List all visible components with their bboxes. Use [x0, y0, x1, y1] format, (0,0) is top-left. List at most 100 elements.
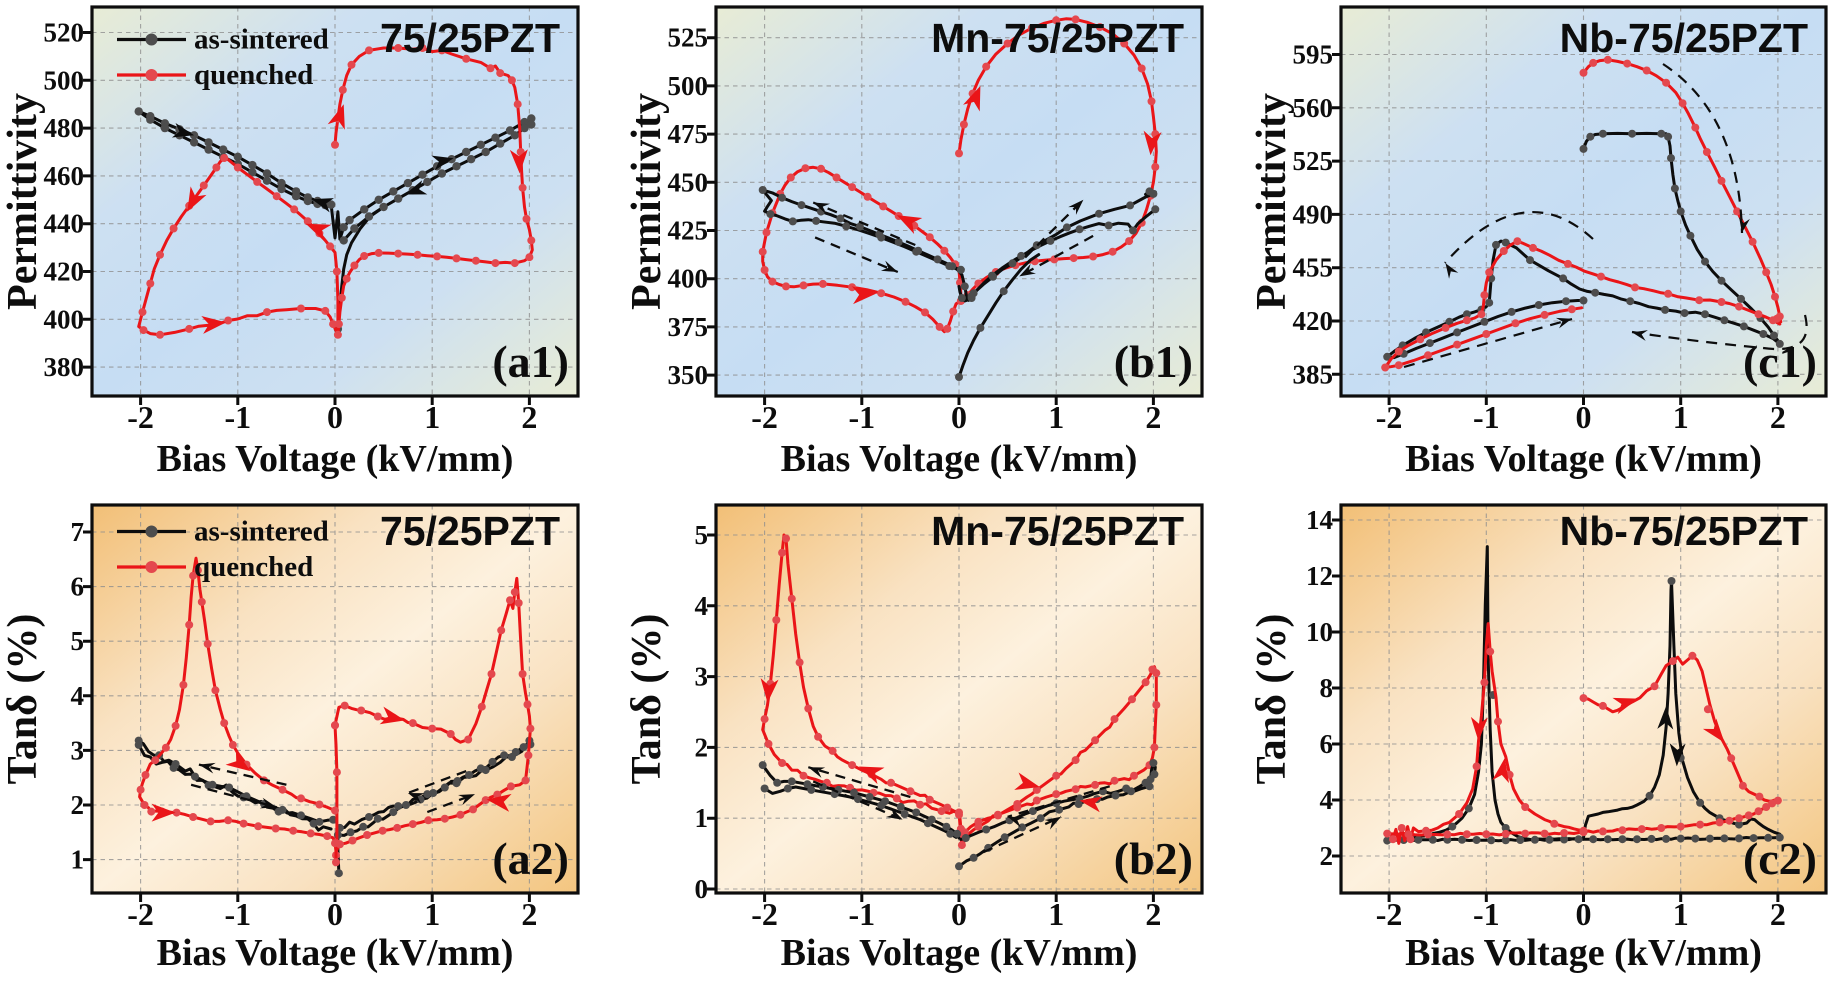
svg-text:Permittivity: Permittivity — [1249, 93, 1295, 310]
svg-text:-1: -1 — [848, 399, 875, 435]
svg-text:0: 0 — [327, 399, 343, 435]
svg-text:595: 595 — [1293, 40, 1334, 70]
svg-text:350: 350 — [668, 360, 709, 390]
svg-text:2: 2 — [521, 399, 537, 435]
svg-text:560: 560 — [1293, 93, 1334, 123]
svg-text:375: 375 — [668, 312, 709, 342]
svg-text:Tanδ (%): Tanδ (%) — [0, 614, 46, 785]
svg-text:2: 2 — [1770, 896, 1786, 932]
svg-text:4: 4 — [695, 591, 709, 621]
svg-text:0: 0 — [327, 896, 343, 932]
svg-text:425: 425 — [668, 216, 709, 246]
svg-text:14: 14 — [1306, 505, 1333, 535]
svg-text:1: 1 — [424, 896, 440, 932]
svg-text:8: 8 — [1320, 673, 1334, 703]
svg-text:400: 400 — [44, 304, 85, 334]
svg-text:0: 0 — [951, 896, 967, 932]
svg-text:380: 380 — [44, 352, 85, 382]
svg-text:480: 480 — [44, 113, 85, 143]
svg-text:1: 1 — [1048, 399, 1064, 435]
svg-text:12: 12 — [1306, 561, 1333, 591]
svg-text:Nb-75/25PZT: Nb-75/25PZT — [1560, 508, 1808, 554]
svg-text:as-sintered: as-sintered — [194, 24, 329, 56]
svg-text:520: 520 — [44, 18, 85, 48]
svg-text:450: 450 — [668, 167, 709, 197]
svg-text:-2: -2 — [751, 896, 778, 932]
svg-text:-1: -1 — [224, 896, 251, 932]
svg-text:1: 1 — [424, 399, 440, 435]
svg-text:Bias Voltage (kV/mm): Bias Voltage (kV/mm) — [157, 438, 514, 480]
svg-text:Tanδ (%): Tanδ (%) — [1249, 614, 1295, 785]
svg-text:6: 6 — [1320, 729, 1334, 759]
svg-text:5: 5 — [695, 520, 709, 550]
svg-text:500: 500 — [668, 71, 709, 101]
svg-text:Bias Voltage (kV/mm): Bias Voltage (kV/mm) — [781, 932, 1138, 974]
svg-text:6: 6 — [71, 572, 85, 602]
svg-text:4: 4 — [71, 681, 85, 711]
svg-text:-1: -1 — [224, 399, 251, 435]
svg-text:525: 525 — [1293, 146, 1334, 176]
svg-text:75/25PZT: 75/25PZT — [380, 508, 560, 554]
svg-text:(c2): (c2) — [1743, 833, 1817, 884]
svg-text:-2: -2 — [127, 399, 154, 435]
svg-text:-2: -2 — [127, 896, 154, 932]
svg-text:quenched: quenched — [194, 551, 313, 583]
svg-text:1: 1 — [1673, 399, 1689, 435]
svg-text:2: 2 — [1320, 841, 1334, 871]
svg-text:3: 3 — [71, 735, 85, 765]
svg-text:Tanδ (%): Tanδ (%) — [624, 614, 670, 785]
svg-text:2: 2 — [71, 790, 85, 820]
svg-text:(c1): (c1) — [1743, 336, 1817, 387]
svg-text:Permittivity: Permittivity — [624, 93, 670, 310]
svg-text:5: 5 — [71, 626, 85, 656]
svg-text:3: 3 — [695, 662, 709, 692]
svg-text:(a1): (a1) — [492, 336, 569, 387]
svg-text:as-sintered: as-sintered — [194, 516, 329, 548]
svg-text:-2: -2 — [751, 399, 778, 435]
svg-text:420: 420 — [1293, 306, 1334, 336]
svg-text:(b1): (b1) — [1114, 336, 1193, 387]
svg-text:(a2): (a2) — [492, 833, 569, 884]
svg-text:1: 1 — [695, 803, 709, 833]
svg-text:Bias Voltage (kV/mm): Bias Voltage (kV/mm) — [1405, 438, 1762, 480]
svg-text:Nb-75/25PZT: Nb-75/25PZT — [1560, 15, 1808, 61]
svg-text:0: 0 — [1576, 896, 1592, 932]
svg-text:2: 2 — [1145, 399, 1161, 435]
svg-text:2: 2 — [521, 896, 537, 932]
svg-text:Permittivity: Permittivity — [0, 93, 46, 310]
svg-text:(b2): (b2) — [1114, 833, 1193, 884]
svg-text:Mn-75/25PZT: Mn-75/25PZT — [931, 508, 1184, 554]
svg-text:440: 440 — [44, 209, 85, 239]
svg-text:-2: -2 — [1376, 896, 1403, 932]
svg-text:0: 0 — [951, 399, 967, 435]
svg-text:75/25PZT: 75/25PZT — [380, 15, 560, 61]
svg-text:10: 10 — [1306, 617, 1333, 647]
svg-text:400: 400 — [668, 264, 709, 294]
svg-text:1: 1 — [1673, 896, 1689, 932]
svg-text:500: 500 — [44, 65, 85, 95]
svg-text:Bias Voltage (kV/mm): Bias Voltage (kV/mm) — [781, 438, 1138, 480]
svg-text:-1: -1 — [1473, 896, 1500, 932]
svg-text:quenched: quenched — [194, 59, 313, 91]
svg-text:-2: -2 — [1376, 399, 1403, 435]
svg-text:-1: -1 — [1473, 399, 1500, 435]
svg-text:1: 1 — [71, 845, 85, 875]
svg-text:0: 0 — [1576, 399, 1592, 435]
svg-text:525: 525 — [668, 23, 709, 53]
svg-text:0: 0 — [695, 874, 709, 904]
svg-text:2: 2 — [695, 732, 709, 762]
svg-text:455: 455 — [1293, 253, 1334, 283]
svg-text:Bias Voltage (kV/mm): Bias Voltage (kV/mm) — [1405, 932, 1762, 974]
svg-text:2: 2 — [1145, 896, 1161, 932]
svg-text:490: 490 — [1293, 199, 1334, 229]
svg-text:385: 385 — [1293, 359, 1334, 389]
svg-text:-1: -1 — [848, 896, 875, 932]
svg-text:1: 1 — [1048, 896, 1064, 932]
svg-text:7: 7 — [71, 517, 85, 547]
svg-text:2: 2 — [1770, 399, 1786, 435]
svg-text:420: 420 — [44, 257, 85, 287]
svg-text:460: 460 — [44, 161, 85, 191]
svg-text:Bias Voltage (kV/mm): Bias Voltage (kV/mm) — [157, 932, 514, 974]
svg-text:Mn-75/25PZT: Mn-75/25PZT — [931, 15, 1184, 61]
svg-text:475: 475 — [668, 119, 709, 149]
